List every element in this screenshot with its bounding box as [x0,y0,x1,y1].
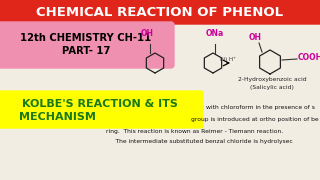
FancyBboxPatch shape [0,0,320,24]
Text: KOLBE'S REACTION & ITS: KOLBE'S REACTION & ITS [22,99,178,109]
Text: MECHANISM: MECHANISM [19,112,95,122]
Text: with chloroform in the presence of s: with chloroform in the presence of s [205,105,315,111]
Text: 12th CHEMISTRY CH-11: 12th CHEMISTRY CH-11 [20,33,152,43]
Text: OH: OH [140,30,154,39]
Text: COOH: COOH [298,53,320,62]
Text: The intermediate substituted benzal chloride is hydrolysec: The intermediate substituted benzal chlo… [108,140,292,145]
Text: 2-Hydroxybenzoic acid: 2-Hydroxybenzoic acid [238,78,306,82]
Text: ONa: ONa [206,30,224,39]
Text: CHEMICAL REACTION OF PHENOL: CHEMICAL REACTION OF PHENOL [36,6,284,19]
Text: (Salicylic acid): (Salicylic acid) [250,84,294,89]
Text: (ii) H⁺: (ii) H⁺ [220,56,236,62]
FancyBboxPatch shape [0,91,203,128]
Text: ring.  This reaction is known as Reimer - Tiemann reaction.: ring. This reaction is known as Reimer -… [107,129,284,134]
Text: group is introduced at ortho position of bе: group is introduced at ortho position of… [191,118,319,123]
Bar [0,22,320,180]
Text: PART- 17: PART- 17 [62,46,110,56]
FancyBboxPatch shape [0,22,174,68]
Text: OH: OH [249,33,261,42]
